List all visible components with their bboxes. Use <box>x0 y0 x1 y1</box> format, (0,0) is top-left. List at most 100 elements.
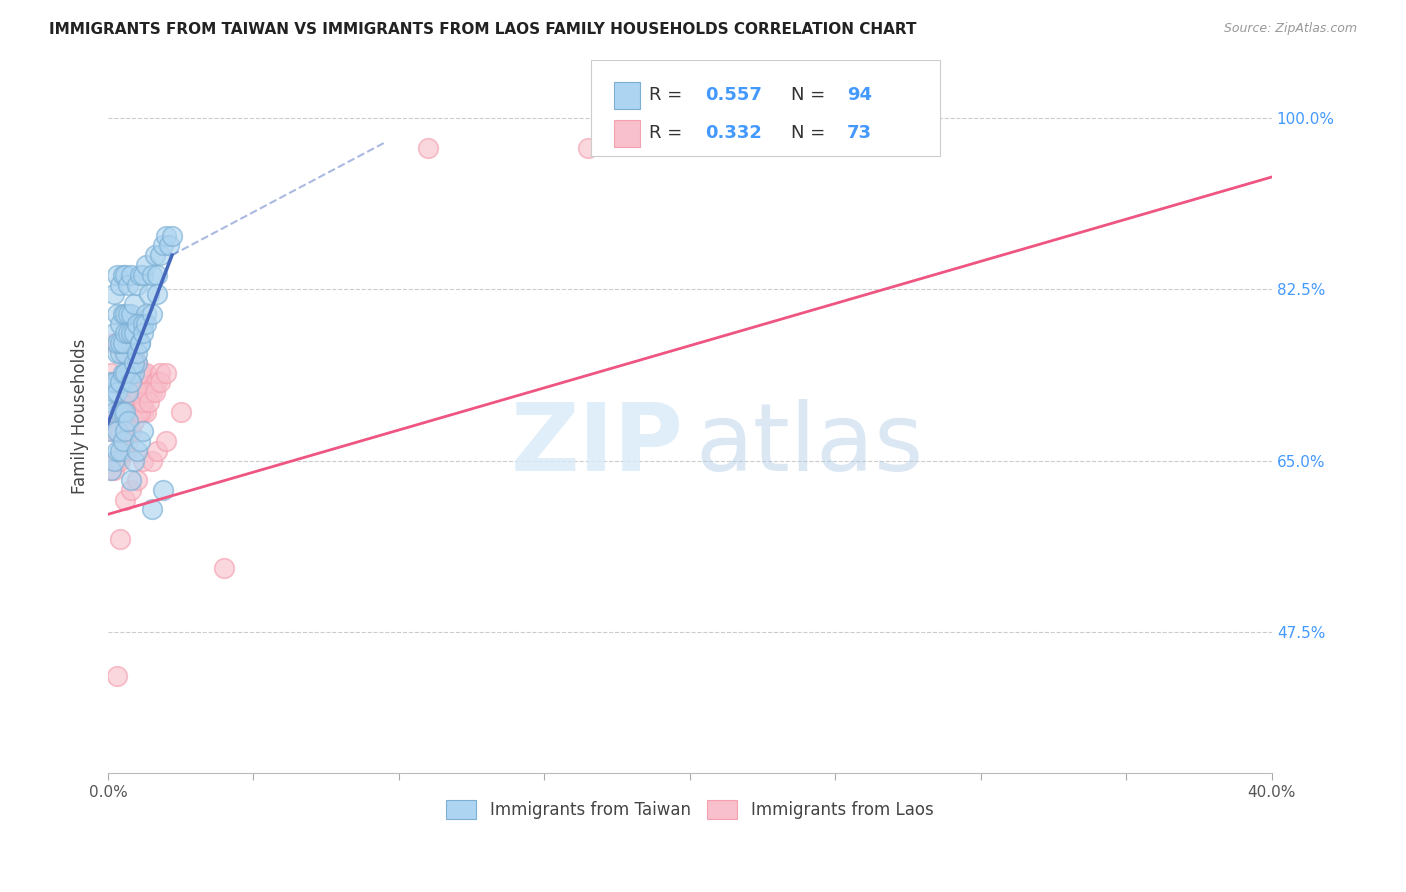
Point <box>122 366 145 380</box>
Point <box>129 366 152 380</box>
Point <box>108 404 131 418</box>
Point <box>120 385 142 400</box>
Point <box>100 424 122 438</box>
Text: 0.332: 0.332 <box>704 124 762 142</box>
Point <box>122 453 145 467</box>
Point <box>108 336 131 351</box>
Point <box>117 326 139 341</box>
Point <box>108 404 131 418</box>
Point <box>103 453 125 467</box>
Point <box>105 376 128 390</box>
Point <box>108 346 131 360</box>
Point <box>135 385 157 400</box>
Point <box>416 140 439 154</box>
Point <box>149 366 172 380</box>
Point <box>155 434 177 448</box>
Point <box>143 385 166 400</box>
Point <box>103 376 125 390</box>
Point <box>105 668 128 682</box>
Point <box>132 395 155 409</box>
Point <box>117 434 139 448</box>
Point <box>120 424 142 438</box>
Bar <box>614 82 640 109</box>
Point <box>114 366 136 380</box>
Point <box>122 414 145 428</box>
Point <box>117 385 139 400</box>
Point <box>135 404 157 418</box>
Point <box>108 376 131 390</box>
Point <box>120 376 142 390</box>
Text: Source: ZipAtlas.com: Source: ZipAtlas.com <box>1223 22 1357 36</box>
Text: IMMIGRANTS FROM TAIWAN VS IMMIGRANTS FROM LAOS FAMILY HOUSEHOLDS CORRELATION CHA: IMMIGRANTS FROM TAIWAN VS IMMIGRANTS FRO… <box>49 22 917 37</box>
Text: 0.557: 0.557 <box>704 87 762 104</box>
Point <box>108 443 131 458</box>
Point <box>141 502 163 516</box>
Point <box>117 366 139 380</box>
Text: atlas: atlas <box>696 399 924 491</box>
Point <box>100 366 122 380</box>
Point <box>129 404 152 418</box>
Point <box>129 336 152 351</box>
Point <box>122 356 145 370</box>
Point <box>127 473 149 487</box>
Point <box>105 453 128 467</box>
Point <box>122 346 145 360</box>
Point <box>100 463 122 477</box>
Legend: Immigrants from Taiwan, Immigrants from Laos: Immigrants from Taiwan, Immigrants from … <box>440 793 941 826</box>
Point <box>111 376 134 390</box>
Point <box>146 443 169 458</box>
Point <box>138 287 160 301</box>
Point <box>105 376 128 390</box>
Point <box>149 248 172 262</box>
Point <box>127 443 149 458</box>
Point <box>117 414 139 428</box>
Point <box>146 376 169 390</box>
Point <box>127 356 149 370</box>
Point <box>105 443 128 458</box>
Text: 73: 73 <box>846 124 872 142</box>
Point <box>114 307 136 321</box>
Point <box>122 385 145 400</box>
Point <box>111 376 134 390</box>
Point <box>127 277 149 292</box>
Point <box>214 561 236 575</box>
Point <box>132 268 155 282</box>
Point <box>105 336 128 351</box>
Point <box>132 404 155 418</box>
Point <box>100 463 122 477</box>
Point <box>122 326 145 341</box>
Point <box>132 317 155 331</box>
Point <box>141 385 163 400</box>
Point <box>132 453 155 467</box>
Point <box>111 307 134 321</box>
Point <box>108 453 131 467</box>
Point <box>155 366 177 380</box>
FancyBboxPatch shape <box>591 60 941 156</box>
Point <box>114 492 136 507</box>
Text: N =: N = <box>792 124 831 142</box>
Text: 94: 94 <box>846 87 872 104</box>
Point <box>103 326 125 341</box>
Point <box>127 356 149 370</box>
Point <box>114 268 136 282</box>
Point <box>120 326 142 341</box>
Point <box>138 395 160 409</box>
Point <box>114 326 136 341</box>
Point <box>111 434 134 448</box>
Point <box>117 385 139 400</box>
Point <box>117 346 139 360</box>
Point <box>100 395 122 409</box>
Point <box>122 297 145 311</box>
Point <box>111 404 134 418</box>
Point <box>117 277 139 292</box>
Point <box>122 326 145 341</box>
Point <box>146 287 169 301</box>
Point <box>108 336 131 351</box>
Point <box>135 258 157 272</box>
Point <box>103 385 125 400</box>
Bar <box>614 120 640 146</box>
Point <box>105 336 128 351</box>
Point <box>111 346 134 360</box>
Point <box>114 346 136 360</box>
Point <box>129 404 152 418</box>
